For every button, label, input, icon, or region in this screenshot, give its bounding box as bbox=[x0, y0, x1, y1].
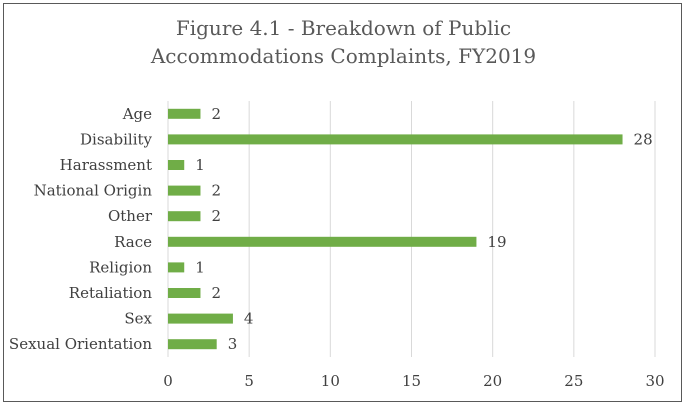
data-label-disability: 28 bbox=[634, 130, 653, 148]
x-axis-tick-labels: 0 5 10 15 20 25 30 bbox=[163, 372, 664, 390]
bar-retaliation bbox=[168, 288, 201, 298]
category-label-age: Age bbox=[122, 105, 152, 123]
category-label-harassment: Harassment bbox=[60, 156, 152, 174]
x-tick-label-25: 25 bbox=[564, 372, 583, 390]
chart-title: Figure 4.1 - Breakdown of Public Accommo… bbox=[0, 14, 687, 70]
bar-sex bbox=[168, 313, 233, 324]
bar-race bbox=[168, 236, 477, 247]
chart-frame bbox=[3, 3, 682, 402]
bar-religion bbox=[168, 262, 185, 273]
category-label-sex: Sex bbox=[124, 310, 152, 328]
data-label-sexual-orientation: 3 bbox=[228, 335, 238, 353]
category-labels: Age Disability Harassment National Origin Ot… bbox=[9, 105, 153, 353]
category-label-national-origin: National Origin bbox=[34, 182, 153, 200]
x-tick-label-5: 5 bbox=[244, 372, 254, 390]
x-tick-label-20: 20 bbox=[483, 372, 502, 390]
data-label-harassment: 1 bbox=[195, 156, 205, 174]
data-label-national-origin: 2 bbox=[211, 182, 221, 200]
data-label-race: 19 bbox=[487, 233, 506, 251]
data-label-retaliation: 2 bbox=[211, 284, 221, 302]
x-tick-label-10: 10 bbox=[321, 372, 340, 390]
category-label-race: Race bbox=[114, 233, 152, 251]
category-label-sexual-orientation: Sexual Orientation bbox=[9, 335, 152, 353]
bar-other bbox=[168, 211, 201, 222]
data-label-sex: 4 bbox=[244, 310, 254, 328]
data-label-age: 2 bbox=[211, 105, 221, 123]
chart-title-line-2: Accommodations Complaints, FY2019 bbox=[150, 44, 537, 68]
bar-disability bbox=[168, 134, 623, 145]
bar-age bbox=[168, 108, 201, 119]
x-tick-label-15: 15 bbox=[402, 372, 421, 390]
x-tick-label-30: 30 bbox=[645, 372, 664, 390]
category-label-retaliation: Retaliation bbox=[69, 284, 153, 302]
x-tick-label-0: 0 bbox=[163, 372, 173, 390]
data-label-other: 2 bbox=[211, 207, 221, 225]
bars bbox=[168, 108, 623, 350]
bar-harassment bbox=[168, 160, 185, 170]
bar-sexual-orientation bbox=[168, 339, 217, 350]
category-label-other: Other bbox=[108, 207, 153, 225]
chart-title-line-1: Figure 4.1 - Breakdown of Public bbox=[175, 16, 512, 40]
bar-national-origin bbox=[168, 185, 201, 196]
category-label-disability: Disability bbox=[80, 130, 152, 148]
category-label-religion: Religion bbox=[89, 258, 152, 276]
data-label-religion: 1 bbox=[195, 258, 205, 276]
